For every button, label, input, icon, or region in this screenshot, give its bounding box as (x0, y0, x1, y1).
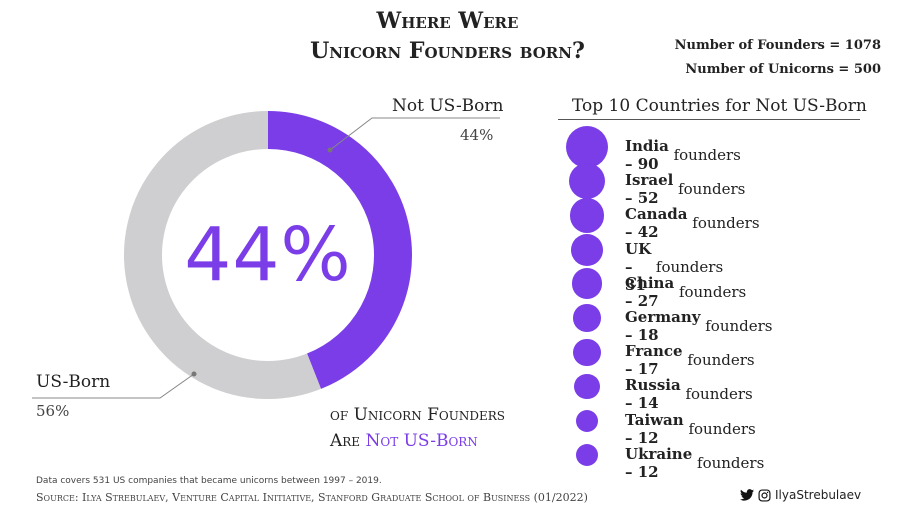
founders-unit: founders (673, 180, 746, 199)
caption-are: Are (330, 431, 366, 451)
country-name: Taiwan – 12 (625, 410, 684, 447)
bubble-uk (571, 233, 603, 266)
country-row-israel: Israel – 52 founders (625, 171, 745, 207)
founders-unit: founders (682, 351, 755, 370)
bubble-ukraine (576, 443, 598, 466)
country-name: Canada – 42 (625, 205, 688, 242)
country-row-uk: UK – 31 founders (625, 240, 723, 294)
founders-unit: founders (683, 419, 756, 438)
country-name: Germany – 18 (625, 308, 701, 344)
caption-line-2: Are Not US-Born (330, 428, 505, 454)
donut-slice-not-us-born (267, 111, 412, 389)
country-name: India – 90 (625, 137, 669, 173)
country-name: UK – 31 (625, 239, 652, 294)
center-percent: 44% (184, 212, 352, 298)
unicorns-count: Number of Unicorns = 500 (685, 62, 881, 77)
founders-count: Number of Founders = 1078 (674, 38, 881, 53)
country-row-russia: Russia – 14 founders (625, 376, 753, 412)
bubble-canada (569, 198, 605, 233)
bubble-china (571, 268, 603, 300)
bubble-france (573, 338, 601, 366)
title-line-1: Where Were (376, 8, 519, 34)
handle-text: IlyaStrebulaev (775, 488, 862, 502)
donut-slice-us-born (124, 111, 321, 399)
us-label: US-Born (36, 372, 111, 392)
donut-caption: of Unicorn Founders Are Not US-Born (330, 402, 505, 454)
twitter-icon (740, 489, 754, 501)
footnote: Data covers 531 US companies that became… (36, 476, 382, 486)
country-row-india: India – 90 founders (625, 137, 741, 173)
founders-unit: founders (674, 282, 747, 301)
callout-lines (32, 117, 500, 399)
country-row-china: China – 27 founders (625, 274, 746, 310)
country-row-canada: Canada – 42 founders (625, 205, 760, 241)
country-name: Ukraine – 12 (625, 444, 693, 481)
not-us-callout-line (329, 117, 500, 151)
top10-title: Top 10 Countries for Not US-Born (572, 96, 867, 116)
bubble-germany (573, 304, 601, 332)
title-line-2: Unicorn Founders born? (310, 38, 585, 64)
founders-unit: founders (668, 146, 741, 164)
caption-not-us: Not US-Born (365, 431, 478, 451)
bubble-taiwan (576, 409, 598, 432)
donut-group (124, 111, 412, 399)
founders-unit: founders (680, 385, 753, 404)
country-row-ukraine: Ukraine – 12 founders (625, 445, 764, 481)
country-row-france: France – 17 founders (625, 342, 755, 378)
founders-unit: founders (651, 257, 724, 276)
bubble-india (566, 126, 608, 168)
founders-unit: founders (687, 214, 760, 233)
country-name: China – 27 (625, 273, 675, 310)
not-us-label: Not US-Born (392, 96, 504, 116)
not-us-percent: 44% (460, 126, 494, 144)
bubble-russia (574, 373, 600, 399)
social-handle: IlyaStrebulaev (740, 488, 861, 502)
bubble-israel (568, 163, 606, 200)
top10-divider (558, 119, 860, 120)
country-name: France – 17 (625, 342, 683, 379)
instagram-icon (758, 488, 771, 502)
chart-title: Where Were Unicorn Founders born? (0, 6, 905, 66)
country-name: Russia – 14 (625, 376, 681, 413)
country-name: Israel – 52 (625, 171, 674, 208)
us-percent: 56% (36, 402, 70, 420)
not-us-callout-dot (327, 147, 333, 153)
caption-line-1: of Unicorn Founders (330, 405, 505, 425)
us-callout-line (32, 373, 195, 399)
us-callout-dot (191, 371, 197, 377)
founders-unit: founders (692, 453, 765, 472)
country-row-germany: Germany – 18 founders (625, 308, 773, 344)
founders-unit: founders (700, 317, 773, 335)
country-row-taiwan: Taiwan – 12 founders (625, 411, 756, 447)
source-line: Source: Ilya Strebulaev, Venture Capital… (36, 491, 588, 504)
